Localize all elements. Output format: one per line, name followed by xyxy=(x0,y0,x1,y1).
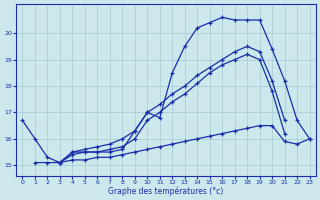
X-axis label: Graphe des températures (°c): Graphe des températures (°c) xyxy=(108,186,224,196)
